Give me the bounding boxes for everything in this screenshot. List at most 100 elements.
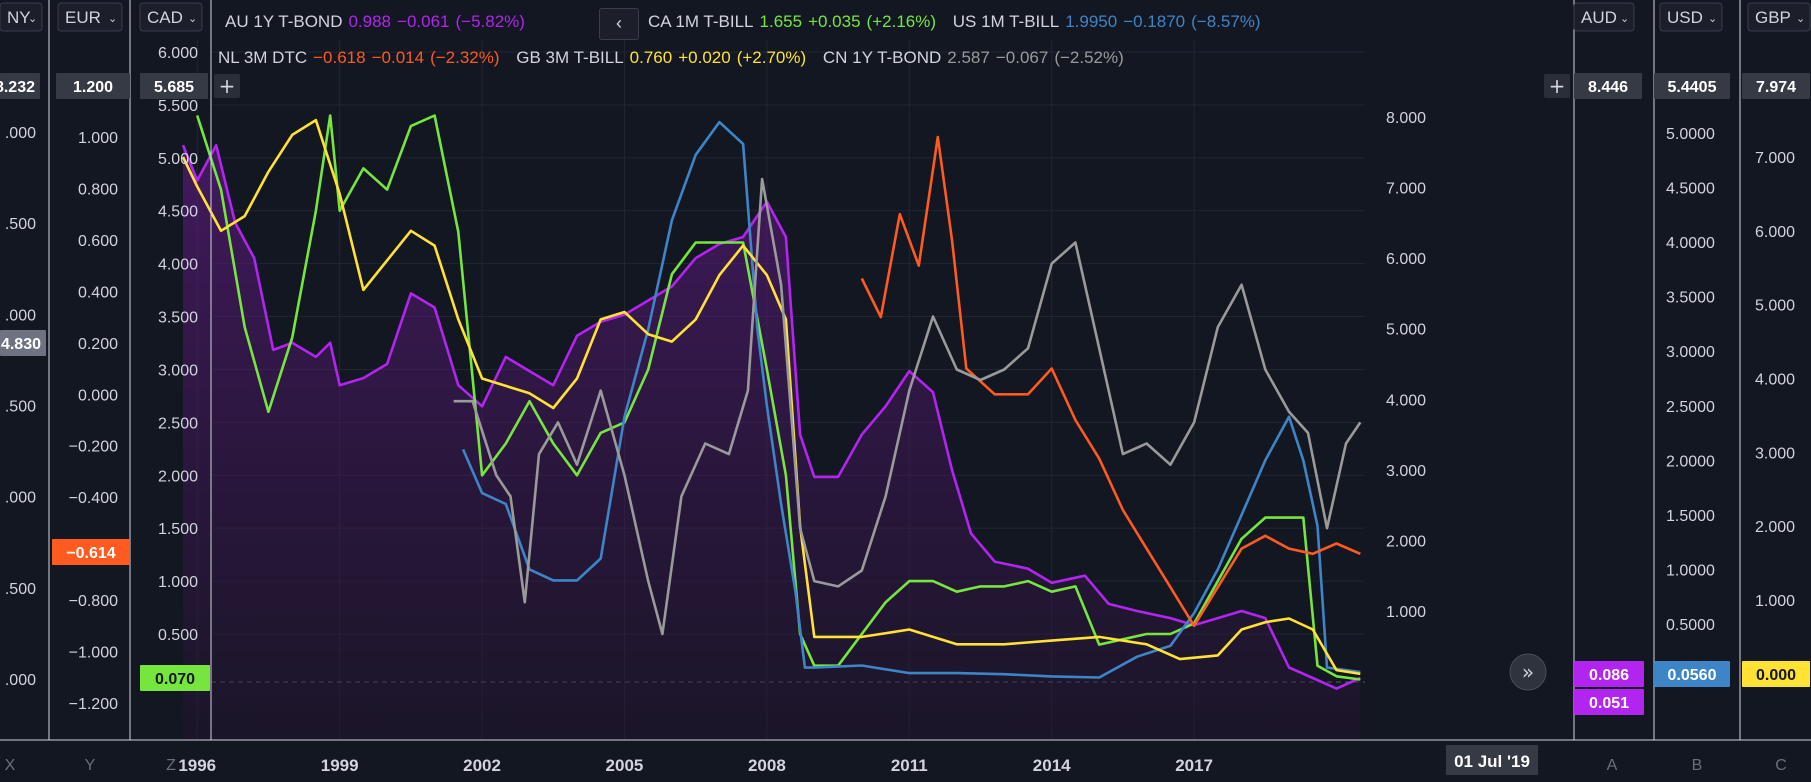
- cad-tick-label: 0.500: [158, 627, 198, 644]
- ny-tick-label: .500: [5, 216, 36, 233]
- aud-tick-label: 8.000: [1386, 110, 1426, 127]
- gbp-gb-label-bg: [1742, 661, 1810, 687]
- eur-tick-label: −1.000: [69, 645, 118, 662]
- legend-au-pct: (−5.82%): [455, 12, 525, 31]
- eur-top-label-bg: [56, 73, 130, 99]
- currency-button-aud[interactable]: [1573, 2, 1635, 32]
- crosshair-add-button-left[interactable]: [214, 74, 240, 98]
- eur-tick-label: 0.400: [78, 284, 118, 301]
- gbp-tick-label: 6.000: [1755, 224, 1795, 241]
- x-tick-label: 2008: [748, 756, 786, 775]
- gbp-tick-label: 2.000: [1755, 519, 1795, 536]
- aud-tick-label: 6.000: [1386, 251, 1426, 268]
- cad-tick-label: 6.000: [158, 45, 198, 62]
- chart-controls[interactable]: + + » 01 Jul '19: [214, 74, 1570, 775]
- legend-ca-change: +0.035: [808, 12, 861, 31]
- x-tick-label: 1999: [321, 756, 359, 775]
- cad-tick-label: 4.000: [158, 257, 198, 274]
- plus-icon: +: [219, 74, 236, 98]
- ny-tick-label: .000: [5, 490, 36, 507]
- series-lines: [181, 114, 1362, 690]
- aud-au-label-bg: [1574, 661, 1644, 687]
- legend-nl-pct: (−2.32%): [430, 48, 500, 67]
- ca-1m-t-bill-line: [195, 114, 1361, 681]
- gbp-top-label-bg: [1742, 73, 1810, 99]
- aud-au-label: 0.086: [1589, 667, 1629, 684]
- chevron-down-icon: ⌄: [188, 12, 197, 25]
- eur-tick-label: −1.200: [69, 696, 118, 713]
- ny-tick-label: .000: [5, 307, 36, 324]
- legend-gb-change: +0.020: [678, 48, 731, 67]
- gbp-tick-label: 7.000: [1755, 150, 1795, 167]
- cad-top-label-bg: [140, 73, 208, 99]
- currency-button-label: NY: [7, 8, 31, 27]
- cad-tick-label: 2.000: [158, 468, 198, 485]
- aud-tick-label: 2.000: [1386, 533, 1426, 550]
- legend-row-2: NL 3M DTC −0.618 −0.014 (−2.32%) GB 3M T-BI…: [218, 48, 1130, 68]
- ny-tick-label: .500: [5, 581, 36, 598]
- price-labels: 8.232 4.830 1.200 −0.614 5.685 0.070 8.446 0.08…: [0, 73, 1810, 715]
- legend-ca-pct: (+2.16%): [866, 12, 936, 31]
- gbp-tick-label: 5.000: [1755, 298, 1795, 315]
- eur-tick-label: 0.000: [78, 387, 118, 404]
- chevron-down-icon: ⌄: [1620, 12, 1629, 25]
- cad-tick-label: 1.000: [158, 574, 198, 591]
- x-tick-label: 2014: [1033, 756, 1071, 775]
- aud-top-label: 8.446: [1588, 79, 1628, 96]
- chevron-down-icon: ⌄: [28, 12, 37, 25]
- nl-3m-dtc-line: [860, 135, 1361, 628]
- legend-us-pct: (−8.57%): [1191, 12, 1261, 31]
- currency-button-cad[interactable]: [139, 2, 203, 32]
- legend-nl-change: −0.014: [371, 48, 425, 67]
- gbp-gb-label: 0.000: [1756, 667, 1796, 684]
- currency-button-label: GBP: [1755, 8, 1791, 27]
- usd-tick-label: 1.5000: [1666, 508, 1715, 525]
- legend-cn-change: −0.067: [995, 48, 1049, 67]
- currency-button-gbp[interactable]: [1747, 2, 1811, 32]
- cad-tick-label: 5.500: [158, 98, 198, 115]
- currency-buttons[interactable]: NY⌄ EUR ⌄ CAD ⌄ AUD ⌄ USD ⌄ GBP ⌄: [0, 2, 1811, 32]
- cad-tick-label: 4.500: [158, 204, 198, 221]
- crosshair-date-label: 01 Jul '19: [1454, 752, 1530, 771]
- usd-tick-label: 5.0000: [1666, 126, 1715, 143]
- gbp-top-label: 7.974: [1756, 79, 1796, 96]
- currency-button-ny[interactable]: [0, 2, 43, 32]
- eur-tick-label: 0.200: [78, 336, 118, 353]
- cad-tick-label: 3.000: [158, 362, 198, 379]
- aud-tick-label: 4.000: [1386, 392, 1426, 409]
- cad-ca-label: 0.070: [155, 671, 195, 688]
- eur-nl-label: −0.614: [66, 545, 115, 562]
- x-tick-label: 2011: [891, 756, 928, 775]
- collapse-legend-button[interactable]: ‹: [599, 8, 639, 40]
- axis-letter-b: B: [1692, 757, 1703, 774]
- legend-gb-value: 0.760: [629, 48, 673, 67]
- ny-tick-label: .500: [5, 399, 36, 416]
- aud-top-label-bg: [1574, 73, 1642, 99]
- usd-tick-label: 3.0000: [1666, 344, 1715, 361]
- aud-tick-label: 5.000: [1386, 322, 1426, 339]
- us-1m-t-bill-line: [461, 120, 1361, 679]
- cad-tick-label: 5.000: [158, 151, 198, 168]
- legend-cn-name: CN 1Y T-BOND: [822, 48, 942, 67]
- x-tick-label: 1996: [178, 756, 216, 775]
- ny-top-label-bg: [0, 73, 40, 99]
- usd-tick-label: 0.5000: [1666, 617, 1715, 634]
- crosshair-add-button-right[interactable]: [1544, 74, 1570, 98]
- legend-us-value: 1.9950: [1065, 12, 1118, 31]
- usd-tick-label: 4.5000: [1666, 181, 1715, 198]
- eur-nl-label-bg: [52, 539, 130, 565]
- aud-au2-label-bg: [1574, 689, 1644, 715]
- gbp-tick-label: 4.000: [1755, 372, 1795, 389]
- usd-tick-label: 1.0000: [1666, 562, 1715, 579]
- currency-button-usd[interactable]: [1659, 2, 1723, 32]
- gb-3m-t-bill-line: [181, 118, 1361, 676]
- legend-gb-name: GB 3M T-BILL: [516, 48, 624, 67]
- cad-top-label: 5.685: [154, 79, 194, 96]
- currency-button-eur[interactable]: [57, 2, 123, 32]
- scroll-to-realtime-button[interactable]: [1509, 653, 1547, 691]
- usd-tick-label: 3.5000: [1666, 290, 1715, 307]
- gbp-tick-label: 3.000: [1755, 445, 1795, 462]
- currency-button-label: USD: [1667, 8, 1703, 27]
